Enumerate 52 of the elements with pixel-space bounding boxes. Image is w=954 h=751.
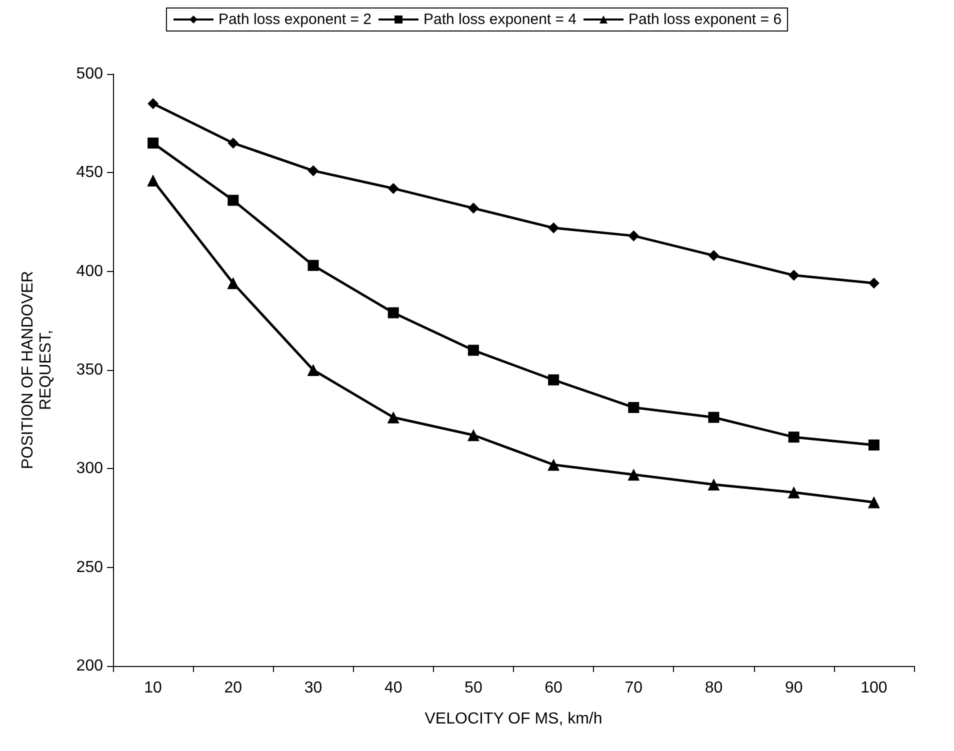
point	[388, 307, 399, 318]
point	[468, 202, 479, 214]
point	[388, 182, 399, 194]
x-tick-label: 100	[860, 680, 888, 696]
point	[307, 364, 320, 376]
point	[548, 222, 560, 234]
y-tick-label: 400	[76, 262, 104, 280]
y-tick-label: 200	[76, 658, 104, 674]
x-tick-label: 90	[784, 680, 803, 696]
point	[788, 270, 800, 281]
point	[788, 486, 800, 498]
x-tick-label: 10	[144, 680, 162, 696]
point	[708, 412, 720, 423]
point	[548, 374, 560, 386]
point	[387, 411, 400, 424]
y-tick-label: 450	[76, 164, 104, 182]
y-tick-label: 350	[76, 362, 104, 378]
point	[308, 260, 319, 271]
y-axis-title: POSITION OF HANDOVER REQUEST,	[20, 270, 54, 470]
point	[628, 230, 640, 242]
point	[628, 402, 640, 413]
point	[868, 278, 880, 289]
point	[147, 174, 160, 187]
x-tick-label: 40	[384, 680, 402, 696]
point	[548, 458, 560, 471]
point	[228, 194, 239, 206]
point	[227, 277, 240, 290]
legend-label: Path loss exponent = 2	[218, 11, 372, 28]
x-tick-label: 80	[704, 680, 723, 696]
point	[148, 98, 159, 110]
point	[308, 165, 319, 176]
x-tick-label: 50	[464, 680, 482, 696]
point	[148, 138, 159, 149]
legend-label: Path loss exponent = 6	[628, 11, 782, 28]
point	[468, 344, 479, 356]
legend-label: Path loss exponent = 4	[423, 11, 577, 28]
y-tick-label: 250	[76, 558, 104, 576]
point	[868, 496, 880, 508]
point	[868, 439, 880, 450]
point	[467, 429, 480, 442]
x-tick-label: 20	[224, 680, 242, 696]
point	[708, 250, 720, 262]
x-tick-label: 30	[304, 680, 322, 696]
point	[788, 432, 800, 443]
x-tick-label: 70	[624, 680, 643, 696]
x-axis-title: VELOCITY OF MS, km/h	[424, 710, 602, 728]
y-tick-label: 500	[76, 66, 104, 82]
point	[628, 468, 640, 481]
y-tick-label: 300	[76, 460, 104, 478]
x-tick-label: 60	[544, 680, 563, 696]
point	[228, 138, 239, 149]
point	[708, 478, 720, 490]
